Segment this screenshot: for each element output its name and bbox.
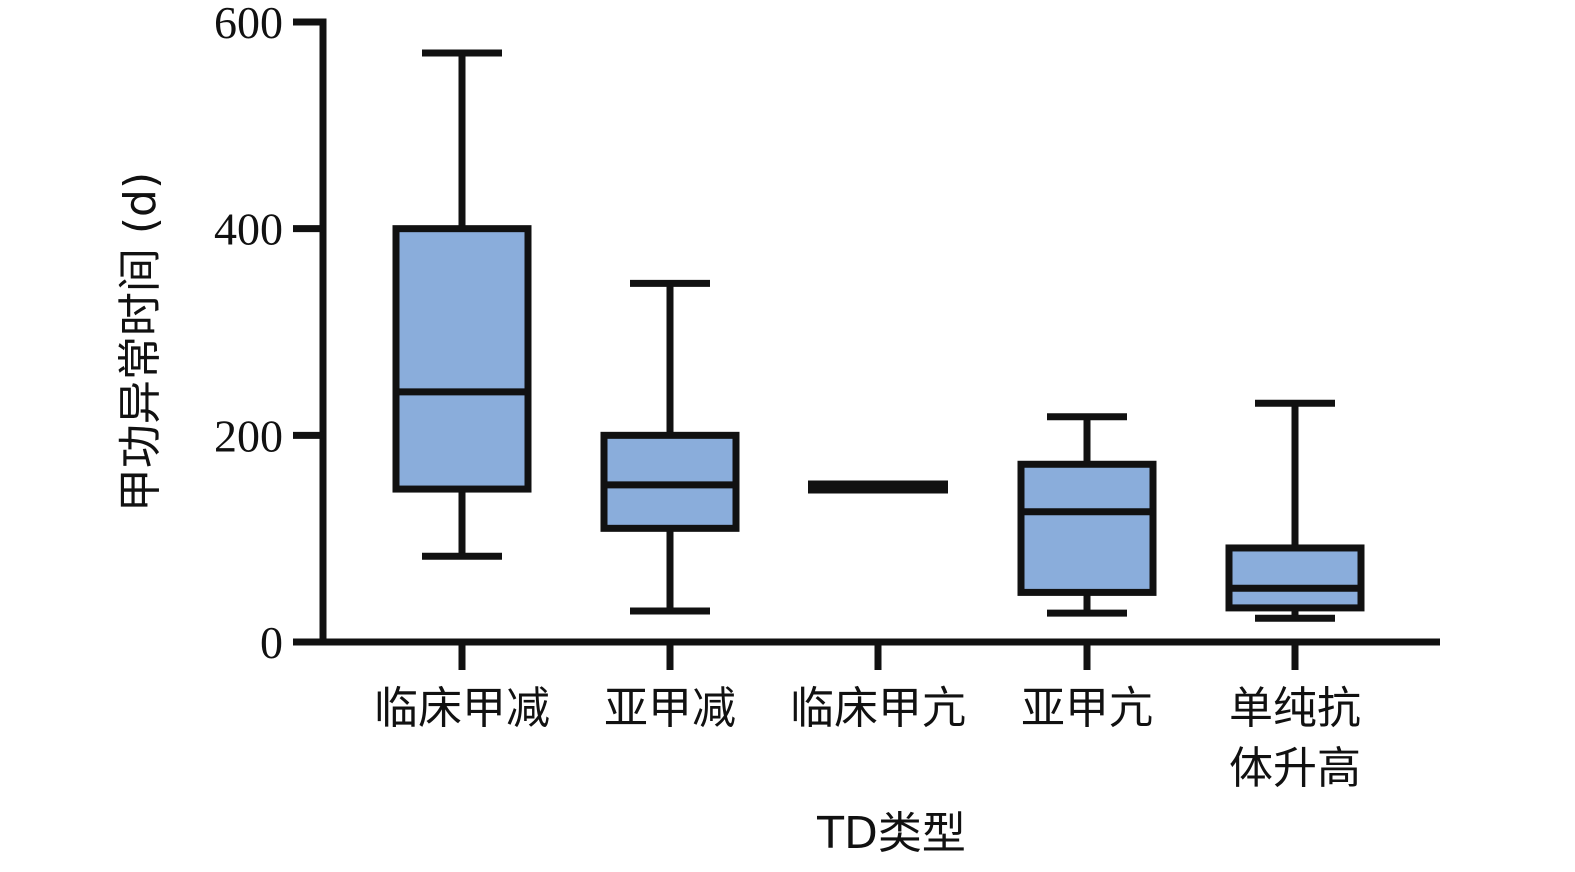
x-axis-title: TD类型 xyxy=(816,808,966,859)
x-tick-label: 单纯抗 xyxy=(1229,683,1361,734)
labels: 甲功异常时间 (d) TD类型 0 200 400 600 临床甲减 亚甲减 临床甲亢 亚甲亢… xyxy=(115,0,1361,859)
x-tick-label: 临床甲减 xyxy=(374,683,550,734)
y-tick-label: 200 xyxy=(214,410,283,461)
y-tick-label: 400 xyxy=(214,204,283,255)
box-body xyxy=(1017,460,1157,596)
axes xyxy=(293,18,1440,670)
y-axis-title: 甲功异常时间 (d) xyxy=(115,172,166,512)
y-tick-label: 0 xyxy=(260,617,283,668)
box-body xyxy=(1225,544,1365,612)
y-tick-label: 600 xyxy=(214,0,283,48)
box-body xyxy=(392,225,532,493)
box-series xyxy=(392,49,1365,622)
x-tick-label: 亚甲减 xyxy=(604,683,736,734)
x-tick-label: 临床甲亢 xyxy=(790,683,966,734)
x-tick-label: 体升高 xyxy=(1229,743,1361,794)
x-tick-label: 亚甲亢 xyxy=(1021,683,1153,734)
